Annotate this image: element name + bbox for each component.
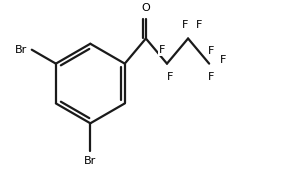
Text: F: F (196, 20, 202, 30)
Text: F: F (220, 55, 226, 65)
Text: F: F (159, 45, 165, 55)
Text: F: F (167, 72, 173, 82)
Text: O: O (142, 3, 150, 13)
Text: Br: Br (84, 156, 97, 166)
Text: Br: Br (15, 45, 27, 55)
Text: F: F (182, 20, 188, 30)
Text: F: F (208, 46, 214, 56)
Text: F: F (208, 72, 214, 82)
